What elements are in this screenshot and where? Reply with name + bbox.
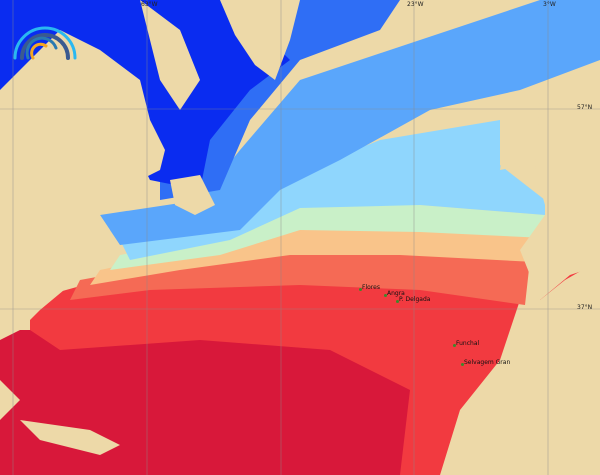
place-selvagem-grande[interactable]: Selvagem Gran xyxy=(464,359,511,366)
land-labrador xyxy=(140,0,200,110)
place-marker xyxy=(359,288,362,291)
place-marker xyxy=(396,300,399,303)
land-newfoundland xyxy=(170,175,215,215)
longitude-label: 23°W xyxy=(407,1,424,8)
rainbow-arc-logo-icon xyxy=(13,26,77,60)
place-marker xyxy=(461,363,464,366)
ocean-temperate xyxy=(110,205,545,270)
land-uk-ireland xyxy=(500,90,575,205)
ocean-hot xyxy=(30,265,520,475)
place-funchal[interactable]: Funchal xyxy=(456,340,480,347)
latitude-label: 37°N xyxy=(577,304,593,311)
land-greenland xyxy=(220,0,300,80)
ocean-warm xyxy=(90,225,540,285)
place-angra[interactable]: Angra xyxy=(387,290,405,297)
longitude-label: 63°W xyxy=(141,1,158,8)
place-flores[interactable]: Flores xyxy=(362,284,380,291)
land-iceland xyxy=(410,0,470,22)
place-marker xyxy=(453,344,456,347)
ocean-cool xyxy=(100,0,600,245)
longitude-label: 3°W xyxy=(543,1,556,8)
land-europe-africa xyxy=(455,90,600,475)
latitude-label: 57°N xyxy=(577,104,593,111)
place-marker xyxy=(384,294,387,297)
place-ponta-delgada[interactable]: P. Delgada xyxy=(399,296,431,303)
ocean-warm-red xyxy=(70,245,530,305)
land-caribbean xyxy=(0,380,120,455)
land-north-america xyxy=(0,30,165,340)
ocean-hottest xyxy=(0,320,450,475)
